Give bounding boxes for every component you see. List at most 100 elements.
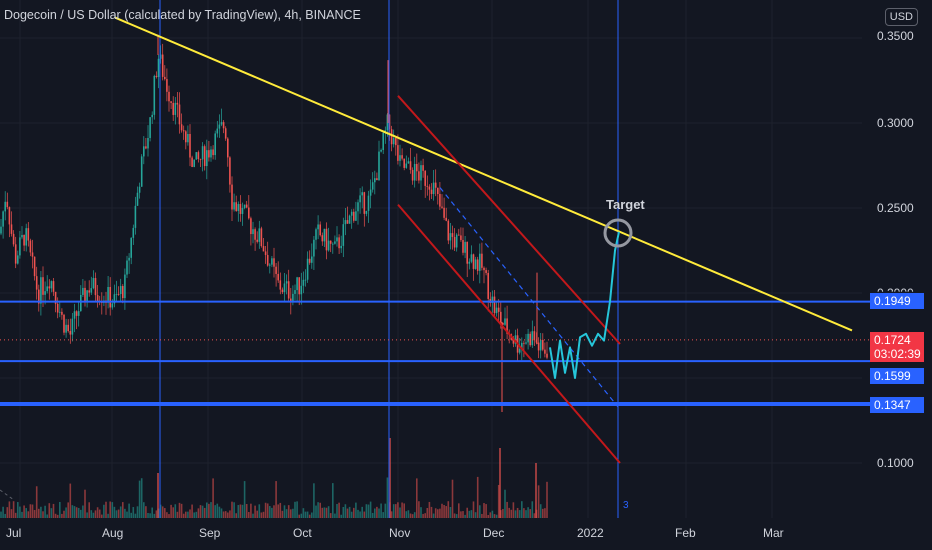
- volume-bar: [250, 503, 252, 518]
- candle-body: [500, 311, 502, 323]
- volume-bar: [182, 513, 185, 518]
- volume-bar: [90, 510, 93, 518]
- candle-body: [319, 224, 321, 236]
- candle-body: [250, 218, 252, 235]
- volume-bar: [462, 511, 464, 518]
- volume-bar: [27, 511, 30, 518]
- volume-bar: [458, 503, 460, 518]
- volume-bar: [405, 511, 408, 518]
- volume-bar: [348, 506, 351, 518]
- channel-upper-line: [397, 95, 621, 345]
- candle-body: [124, 274, 126, 299]
- candle-body: [222, 122, 225, 129]
- candle-body: [134, 205, 137, 228]
- volume-bar: [285, 509, 288, 518]
- candle-body: [348, 215, 351, 224]
- volume-bar: [432, 513, 435, 518]
- volume-bar: [273, 505, 275, 518]
- volume-bar: [439, 508, 441, 518]
- candle-body: [271, 258, 273, 265]
- candle-body: [52, 281, 55, 292]
- candle-body: [453, 236, 456, 248]
- candle-body: [220, 122, 223, 125]
- volume-bar: [164, 508, 166, 518]
- candle-body: [151, 114, 153, 118]
- candle-body: [130, 237, 132, 258]
- candle-body: [290, 298, 292, 302]
- candle-body: [308, 258, 311, 263]
- candle-body: [409, 161, 412, 170]
- candle-body: [495, 307, 498, 314]
- volume-bar: [424, 513, 426, 518]
- candle-body: [323, 228, 326, 242]
- candle-body: [466, 241, 468, 264]
- volume-bar: [52, 503, 55, 518]
- volume-bar: [124, 508, 126, 518]
- candle-body: [300, 285, 303, 295]
- volume-bar: [332, 483, 334, 518]
- level-badge-0-1347: 0.1347: [870, 397, 924, 413]
- volume-bar: [172, 507, 174, 518]
- volume-bar: [422, 513, 424, 518]
- volume-bar: [88, 502, 90, 518]
- descending-trend-line: [114, 16, 853, 332]
- candle-body: [483, 267, 485, 271]
- candle-body: [237, 204, 240, 211]
- volume-bar: [437, 509, 439, 518]
- volume-bar: [281, 510, 284, 518]
- candle-body: [260, 228, 263, 247]
- volume-bar: [355, 502, 357, 518]
- target-label: Target: [606, 197, 645, 212]
- candle-body: [317, 224, 319, 230]
- candle-body: [208, 150, 210, 158]
- candle-body: [325, 228, 328, 251]
- candle-body: [136, 192, 139, 206]
- volume-bar: [527, 507, 529, 518]
- volume-bar: [126, 511, 128, 518]
- volume-bar: [451, 479, 454, 518]
- volume-bar: [224, 511, 227, 518]
- candle-body: [401, 155, 403, 159]
- candle-body: [153, 75, 156, 115]
- volume-bar: [98, 509, 101, 518]
- volume-bar: [336, 503, 338, 518]
- candle-body: [92, 278, 95, 289]
- candle-body: [38, 289, 40, 304]
- volume-bar: [466, 507, 468, 518]
- x-tick-label: Oct: [293, 526, 312, 540]
- candle-body: [418, 171, 420, 181]
- candle-body: [65, 324, 67, 333]
- volume-bar: [474, 512, 477, 518]
- volume-bar: [134, 513, 137, 518]
- candle-body: [411, 169, 414, 181]
- currency-button[interactable]: USD: [884, 8, 918, 26]
- candle-body: [109, 286, 111, 308]
- volume-bar: [113, 506, 116, 518]
- candle-body: [374, 178, 376, 183]
- volume-bar: [369, 501, 372, 518]
- candle-body: [94, 278, 97, 296]
- volume-bar: [0, 511, 2, 518]
- candle-body: [88, 290, 90, 293]
- volume-bar: [308, 514, 311, 518]
- volume-bar: [12, 501, 15, 518]
- level-badge-0-1949: 0.1949: [870, 293, 924, 309]
- volume-spike: [157, 473, 159, 518]
- candle-body: [233, 202, 235, 210]
- volume-bar: [481, 513, 483, 518]
- volume-bar: [260, 512, 263, 518]
- volume-bar: [149, 513, 151, 518]
- candle-body: [126, 260, 128, 275]
- candle-body: [199, 159, 202, 160]
- volume-bar: [287, 505, 290, 518]
- candle-body: [342, 224, 345, 246]
- volume-bar: [101, 514, 103, 518]
- candle-body: [117, 293, 120, 295]
- volume-bar: [418, 501, 420, 518]
- volume-bar: [472, 501, 475, 518]
- candle-body: [201, 146, 204, 160]
- volume-bar: [514, 510, 517, 518]
- candle-body: [218, 124, 221, 129]
- candle-body: [460, 235, 462, 241]
